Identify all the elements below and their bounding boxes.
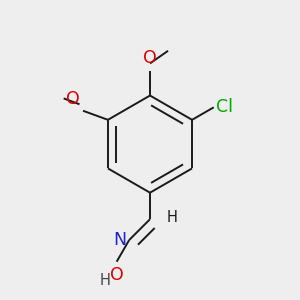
- Text: H: H: [100, 273, 111, 288]
- Text: Cl: Cl: [216, 98, 233, 116]
- Text: O: O: [110, 266, 124, 284]
- Text: H: H: [166, 210, 177, 225]
- Text: O: O: [143, 49, 157, 67]
- Text: O: O: [66, 90, 80, 108]
- Text: N: N: [113, 231, 126, 249]
